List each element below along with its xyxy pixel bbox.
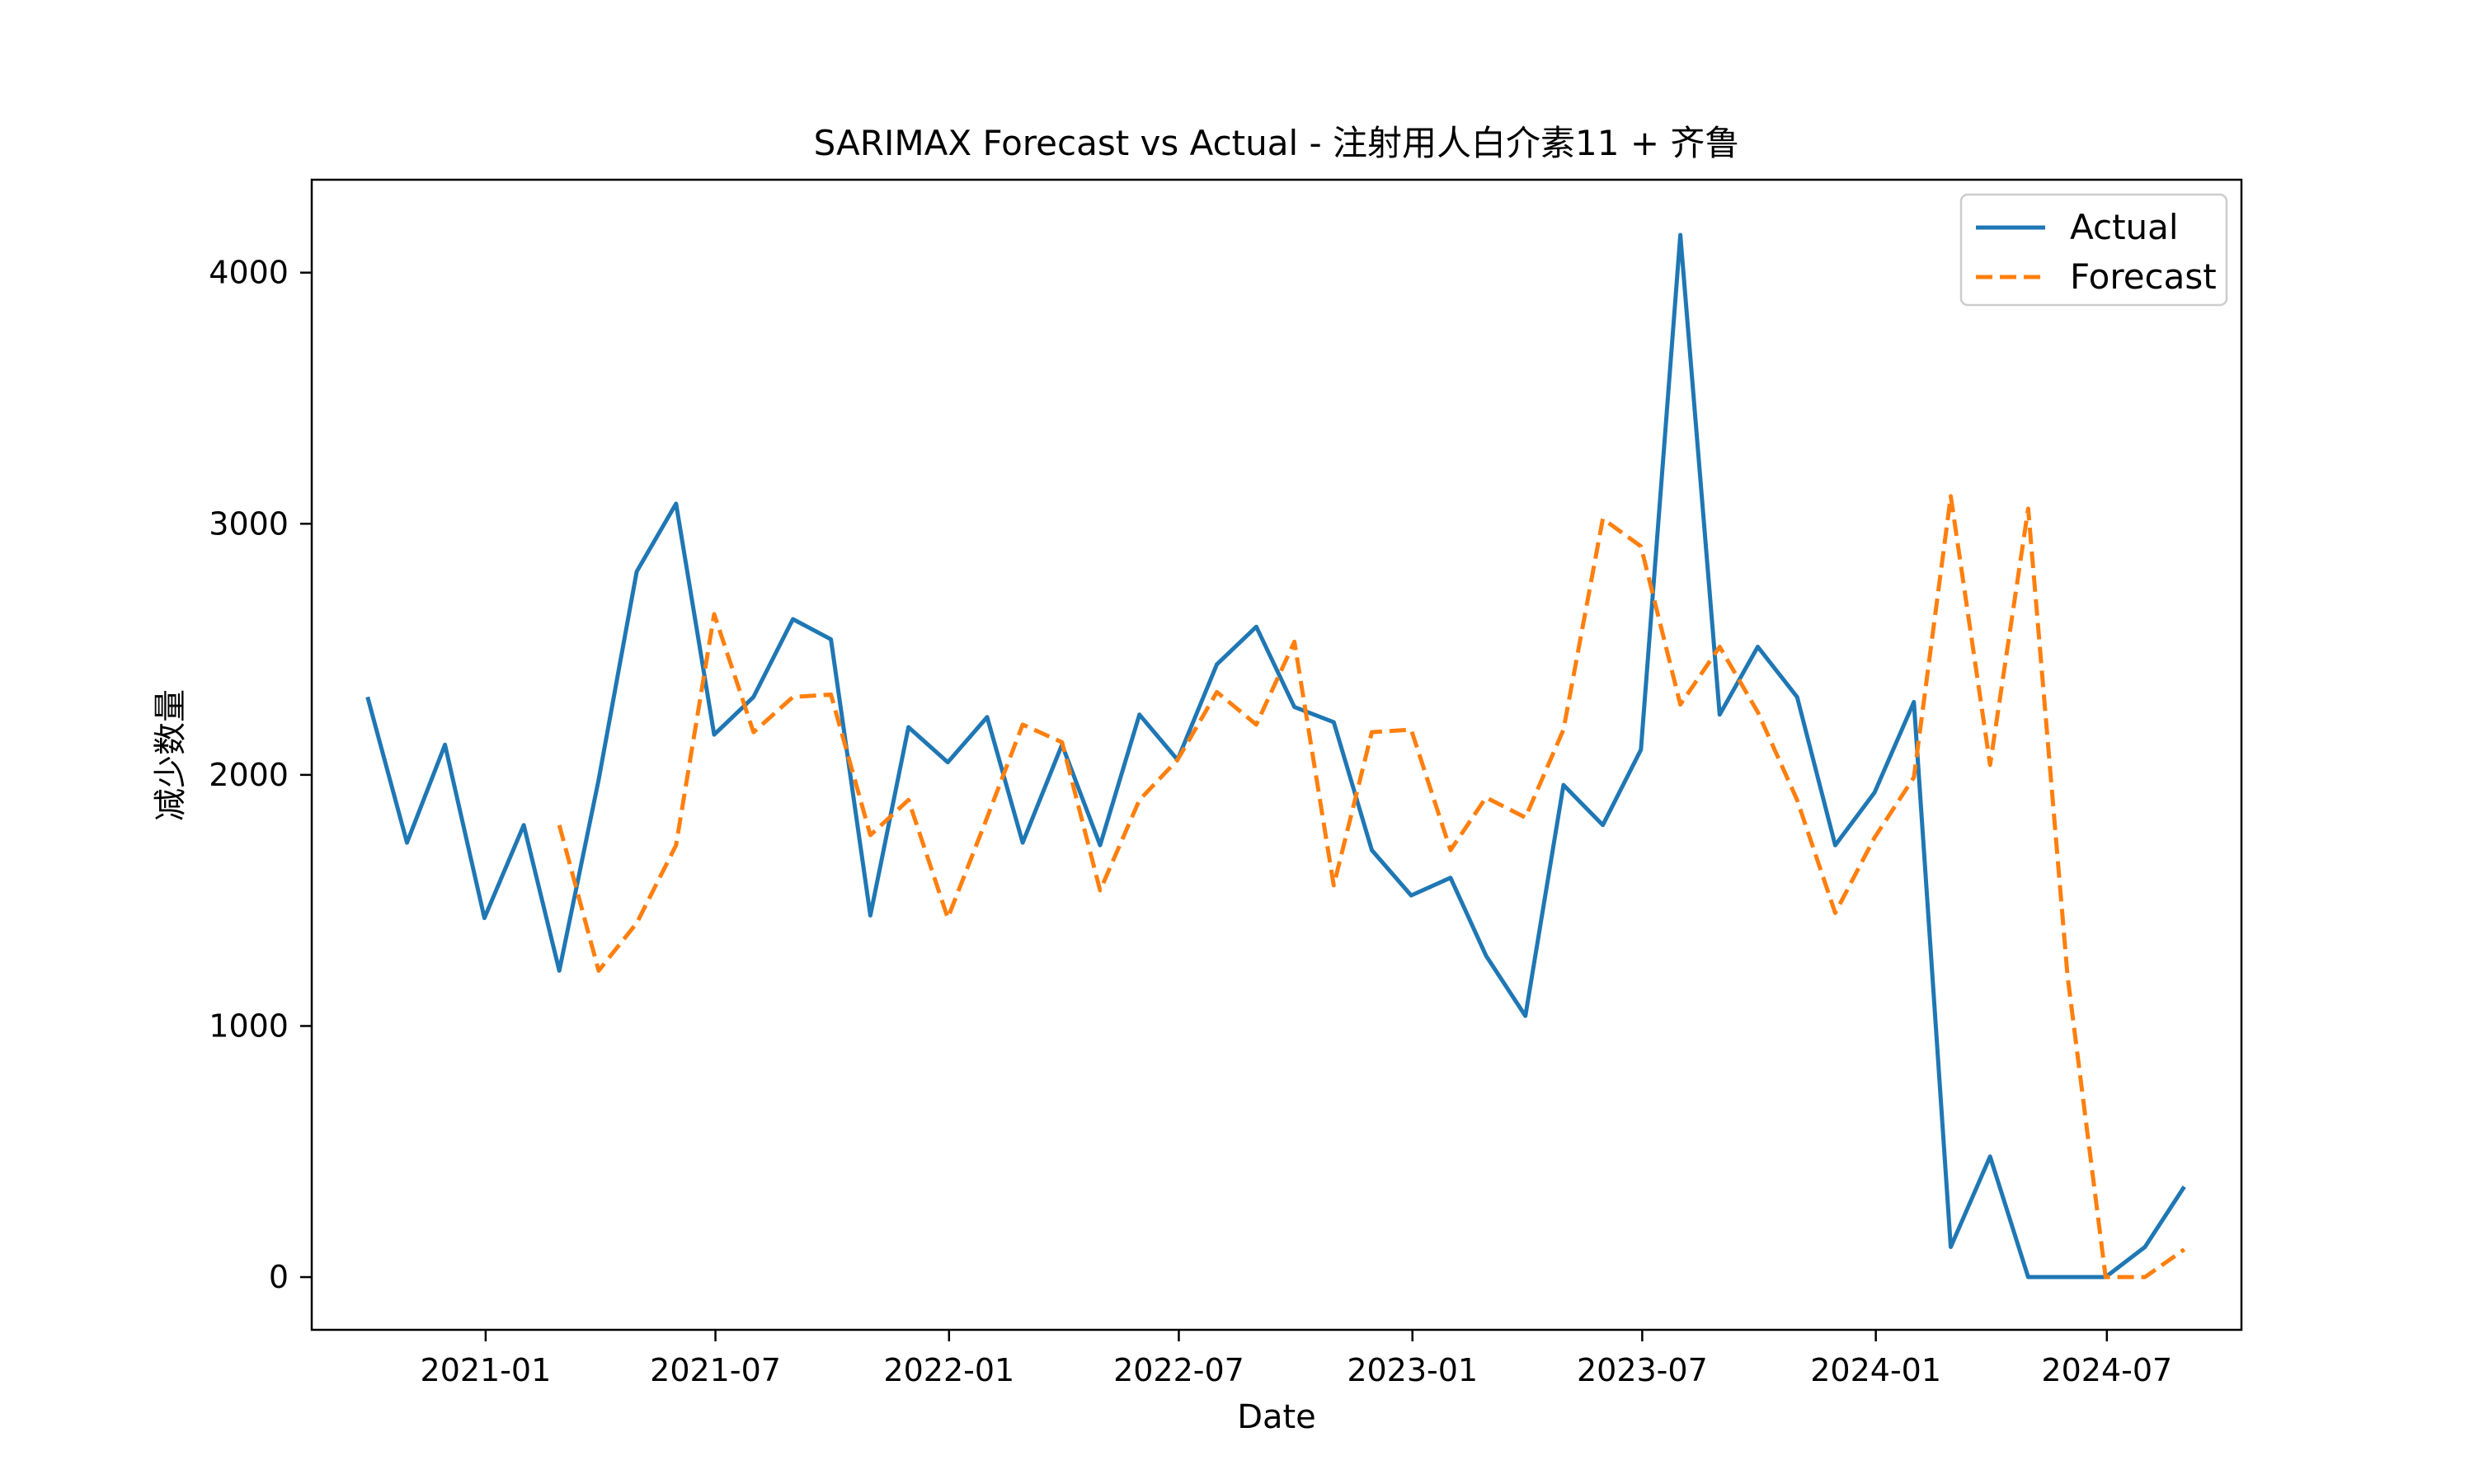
x-tick-label: 2023-01 <box>1347 1352 1478 1388</box>
x-tick-label: 2022-01 <box>883 1352 1014 1388</box>
y-tick-label: 2000 <box>209 757 289 793</box>
x-tick-label: 2021-01 <box>421 1352 552 1388</box>
series-line-actual <box>365 232 2186 1280</box>
x-axis-label: Date <box>1237 1398 1316 1436</box>
x-tick-label: 2024-07 <box>2041 1352 2172 1388</box>
x-tick-label: 2022-07 <box>1113 1352 1244 1388</box>
y-axis-label: 减少数量 <box>152 689 190 821</box>
y-axis-ticks: 0 1000 2000 3000 4000 <box>209 255 312 1295</box>
legend-label-forecast: Forecast <box>2070 256 2217 297</box>
x-tick-label: 2021-07 <box>650 1352 781 1388</box>
x-tick-label: 2023-07 <box>1577 1352 1708 1388</box>
plot-area: 2021-01 2021-07 2022-01 2022-07 2023-01 2023-… <box>209 178 2243 1388</box>
y-tick-label: 0 <box>269 1259 289 1295</box>
series-layer <box>365 232 2186 1280</box>
legend-label-actual: Actual <box>2070 207 2179 247</box>
series-line-forecast <box>557 494 2186 1280</box>
y-tick-label: 1000 <box>209 1007 289 1044</box>
y-tick-label: 3000 <box>209 505 289 542</box>
plot-frame <box>310 178 2243 1331</box>
legend: Actual Forecast <box>1959 193 2228 307</box>
x-axis-ticks: 2021-01 2021-07 2022-01 2022-07 2023-01 2023-… <box>421 1330 2172 1388</box>
x-tick-label: 2024-01 <box>1810 1352 1941 1388</box>
chart-title: SARIMAX Forecast vs Actual - 注射用人白介素11 +… <box>814 123 1740 163</box>
y-tick-label: 4000 <box>209 255 289 291</box>
